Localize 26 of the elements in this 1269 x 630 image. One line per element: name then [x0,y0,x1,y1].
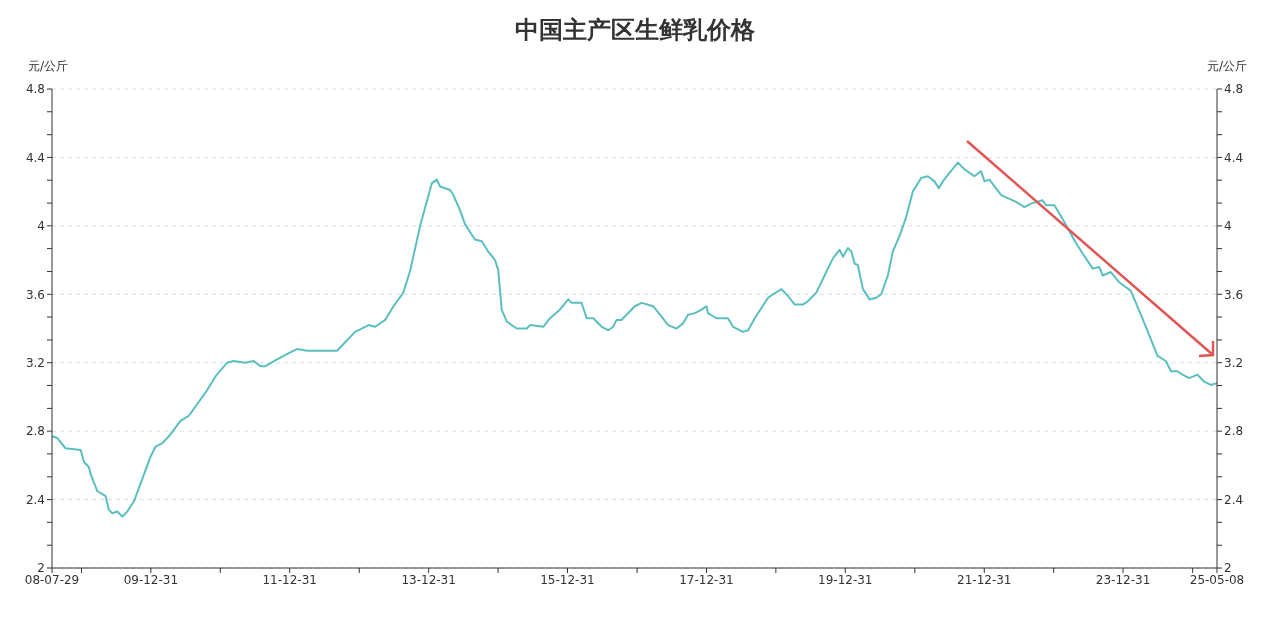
x-tick-label: 11-12-31 [262,572,317,587]
x-tick-label: 21-12-31 [957,572,1012,587]
y-tick-label: 3.2 [25,355,45,370]
x-tick-label: 17-12-31 [679,572,734,587]
chart-title: 中国主产区生鲜乳价格 [513,15,756,46]
y-tick-label: 4 [37,219,45,234]
y-tick-label: 2.8 [25,424,45,439]
x-tick-label: 09-12-31 [123,572,179,587]
x-tick-label: 13-12-31 [401,572,456,587]
y2-tick-label: 2.8 [1224,424,1244,439]
y2-tick-label: 2.4 [1224,492,1244,507]
y-tick-label: 4.4 [25,150,45,165]
y2-tick-label: 4.4 [1224,150,1244,165]
y-tick-label: 4.8 [25,82,45,97]
y2-axis-title: 元/公斤 [1206,58,1247,75]
y2-tick-label: 3.2 [1224,355,1244,370]
x-tick-label: 15-12-31 [540,572,595,587]
y-tick-label: 3.6 [25,287,45,302]
y-tick-label: 2.4 [25,492,45,507]
y-axis-title: 元/公斤 [28,58,69,75]
y2-tick-label: 4.8 [1224,82,1244,97]
y2-tick-label: 4 [1224,219,1232,234]
x-tick-label: 23-12-31 [1095,572,1151,587]
y2-tick-label: 3.6 [1224,287,1244,302]
line-series [52,161,1217,518]
x-tick-label: 19-12-31 [818,572,873,587]
